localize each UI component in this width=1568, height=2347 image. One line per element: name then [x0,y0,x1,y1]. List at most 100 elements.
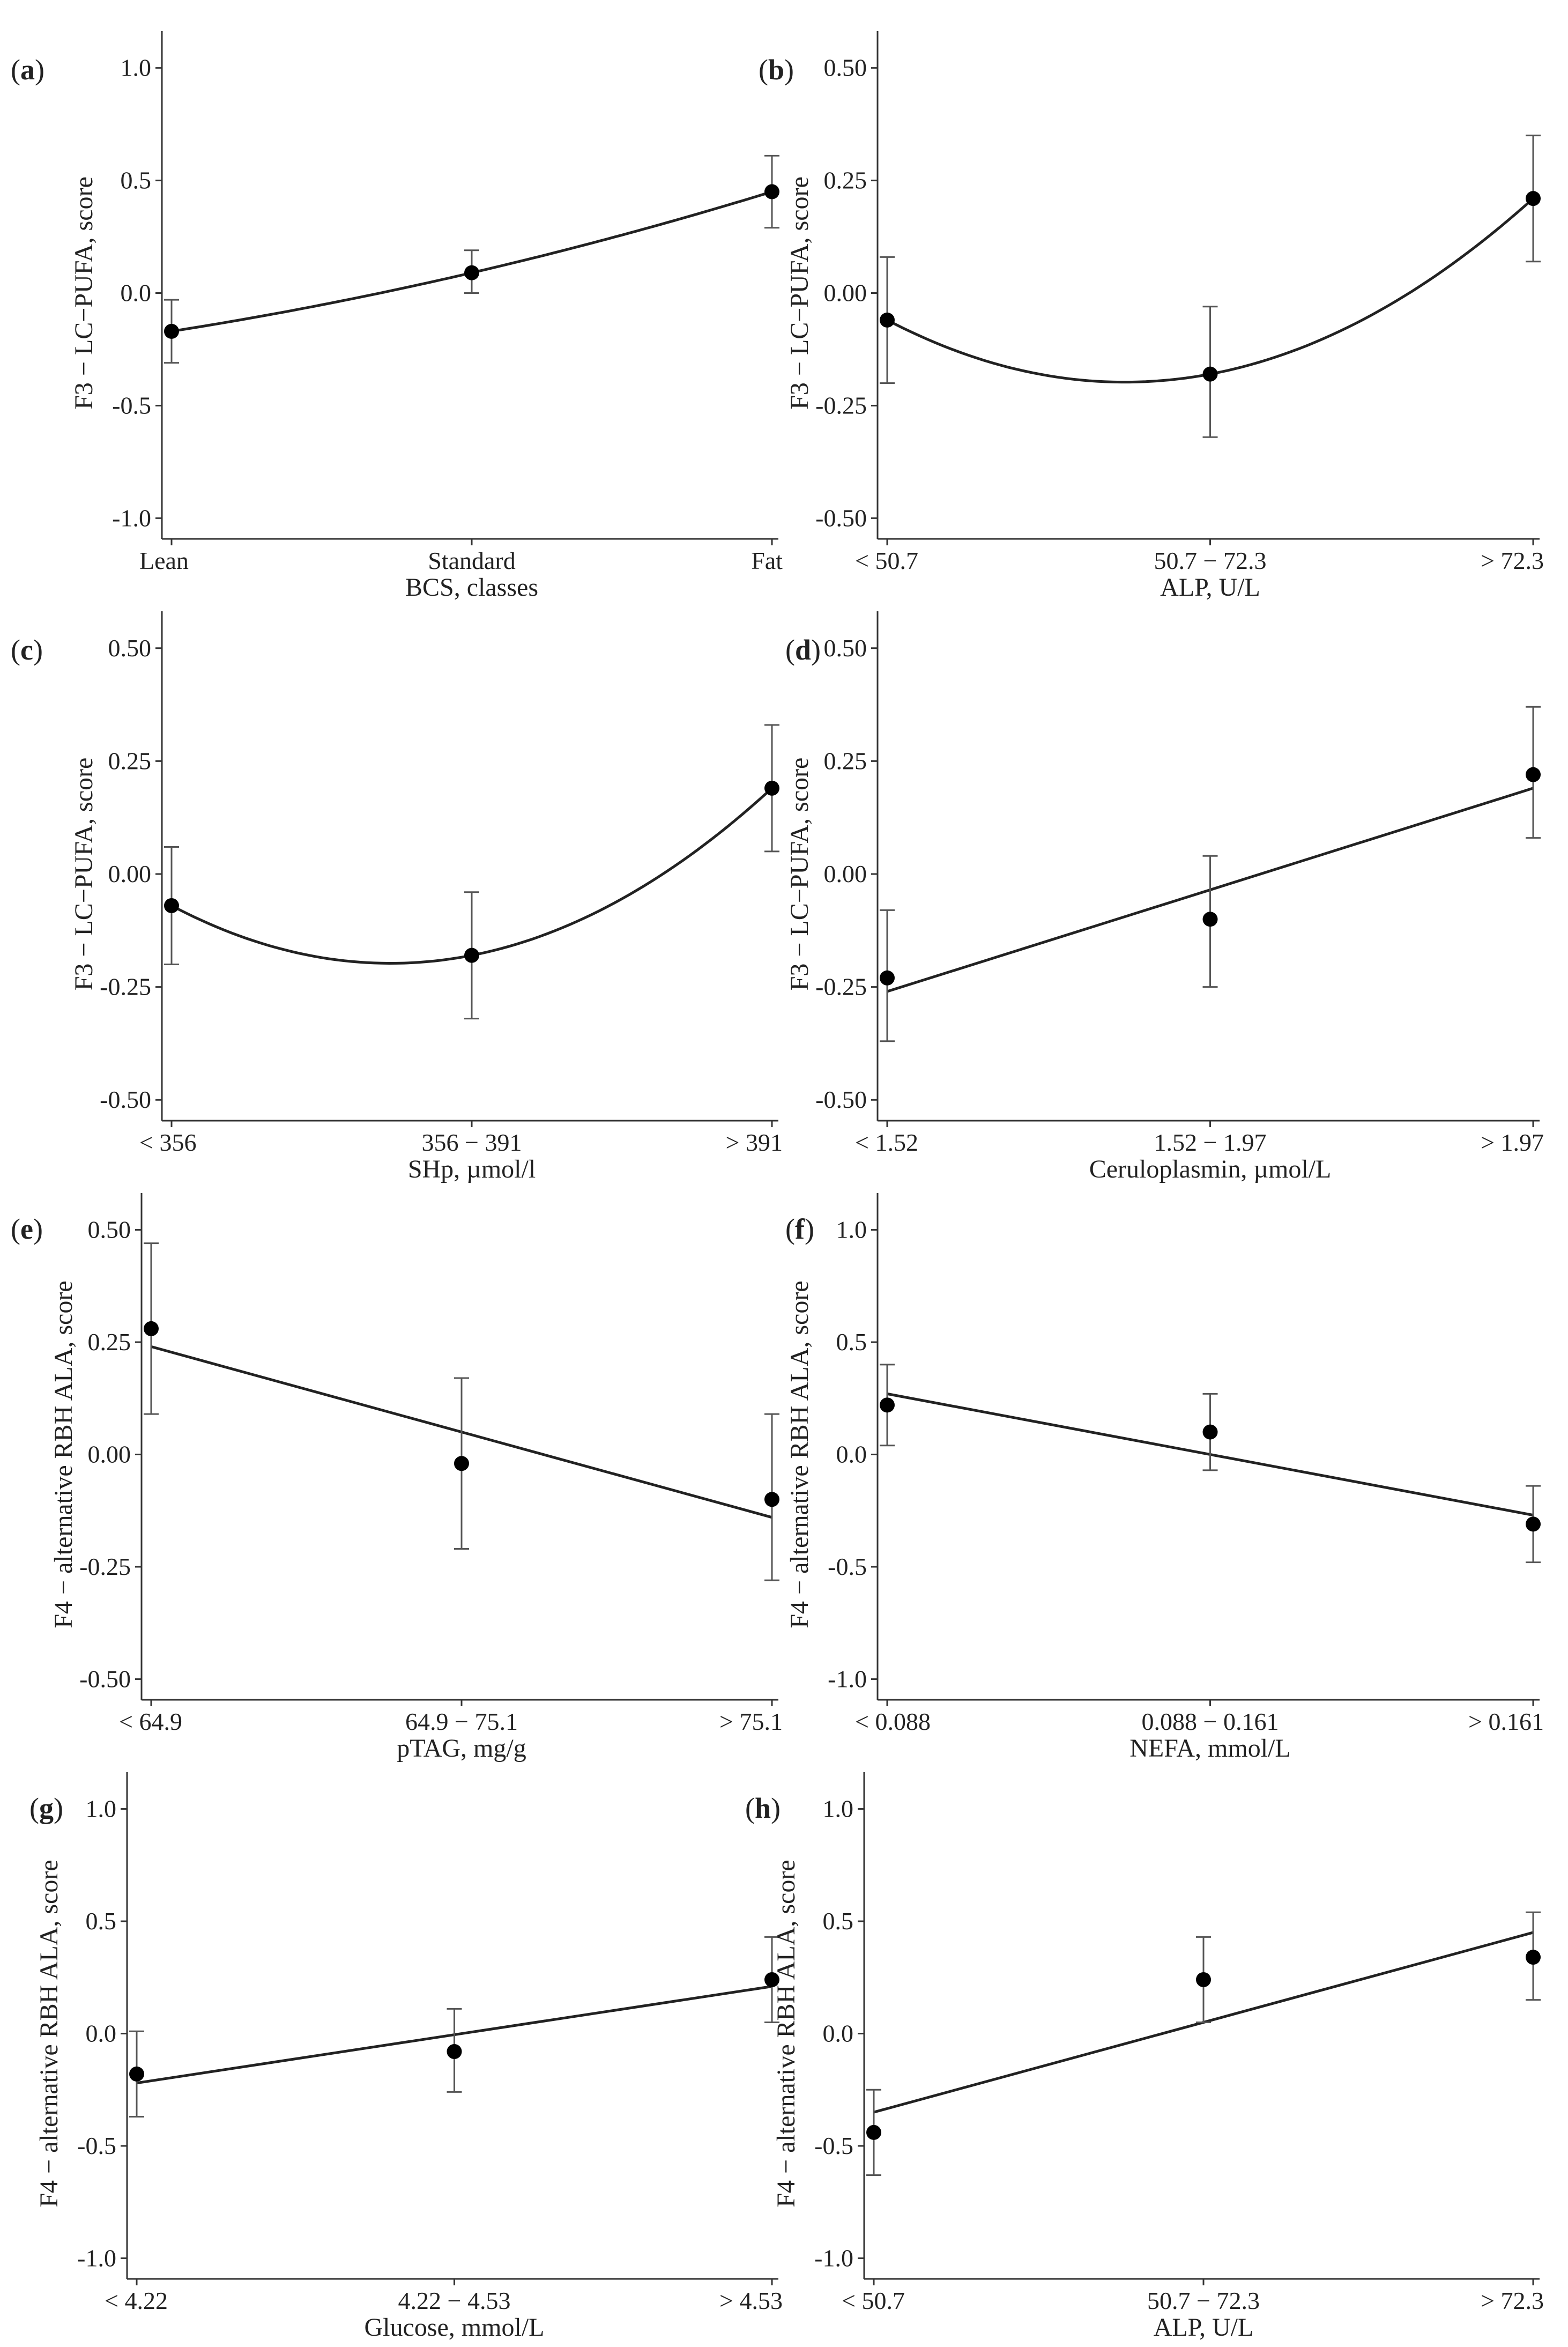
y-axis-title: F4 − alternative RBH ALA, score [49,1280,78,1628]
x-tick-label: > 391 [726,1129,783,1156]
y-tick-label: -1.0 [112,504,151,531]
y-tick-label: 0.0 [86,2020,117,2047]
x-tick-label: 50.7 − 72.3 [1154,547,1267,574]
y-tick-label: -0.5 [828,1553,867,1580]
x-axis-title: ALP, U/L [1160,573,1260,602]
data-point [764,1972,779,1987]
y-tick-label: 1.0 [836,1216,867,1243]
panel-letter-text: d [795,634,811,666]
y-tick-label: 0.25 [88,1328,131,1356]
panel-letter: (h) [745,1792,781,1824]
data-point [1526,191,1541,206]
data-point [1526,1516,1541,1532]
y-tick-label: -0.5 [814,2132,853,2159]
x-tick-label: 1.52 − 1.97 [1154,1129,1267,1156]
x-tick-label: > 72.3 [1481,2287,1544,2314]
y-tick-label: -1.0 [77,2244,116,2271]
y-tick-label: 0.50 [88,1216,131,1243]
panel-letter: (f) [785,1213,814,1245]
data-point [1202,912,1218,927]
y-tick-label: -0.5 [77,2132,116,2159]
y-tick-label: 0.50 [824,634,867,662]
y-tick-label: -0.25 [815,391,867,419]
y-tick-label: 0.50 [108,634,152,662]
x-axis-title: pTAG, mg/g [397,1734,526,1763]
x-tick-label: < 0.088 [855,1708,931,1735]
x-tick-label: > 4.53 [719,2287,783,2314]
data-point [1202,366,1218,382]
y-tick-label: 0.0 [836,1441,867,1468]
data-point [164,898,179,913]
y-tick-label: -0.5 [112,391,151,419]
y-tick-label: 0.00 [824,860,867,887]
panel-letter: (a) [11,54,44,86]
x-tick-label: > 1.97 [1481,1129,1544,1156]
data-point [144,1321,159,1336]
y-axis-title: F4 − alternative RBH ALA, score [35,1860,63,2207]
x-tick-label: Lean [139,547,189,574]
y-axis-title: F4 − alternative RBH ALA, score [772,1860,800,2207]
y-tick-label: 0.50 [824,54,867,82]
x-tick-label: < 50.7 [855,547,918,574]
y-tick-label: 0.5 [836,1328,867,1356]
data-point [1202,1424,1218,1440]
y-tick-label: 0.5 [86,1907,117,1935]
panel-letter-text: b [768,54,784,86]
data-point [447,2044,462,2060]
y-tick-label: -1.0 [828,1665,867,1692]
y-tick-label: -0.25 [79,1553,131,1580]
data-point [1196,1972,1211,1987]
data-point [764,780,779,796]
data-point [764,184,779,199]
panel-letter-text: f [795,1213,805,1245]
data-point [164,323,179,339]
x-tick-label: 50.7 − 72.3 [1147,2287,1260,2314]
x-axis-title: ALP, U/L [1154,2313,1254,2342]
x-tick-label: > 72.3 [1481,547,1544,574]
data-point [464,947,479,963]
x-tick-label: < 64.9 [119,1708,182,1735]
x-axis-title: Ceruloplasmin, µmol/L [1089,1155,1332,1183]
panel-letter-text: h [755,1792,771,1824]
panel-b: (b) 0.50 0.25 0.00 -0.25 -0.50 < 50.7 50.7 − 72… [759,31,1544,602]
y-tick-label: -0.50 [79,1665,131,1692]
y-tick-label: -0.50 [815,504,867,531]
y-tick-label: 1.0 [823,1795,854,1823]
x-axis-title: BCS, classes [405,573,538,602]
panel-d: (d) 0.50 0.25 0.00 -0.25 -0.50 < 1.52 1.52 − 1.… [785,611,1544,1183]
y-tick-label: 0.25 [824,167,867,194]
panel-g: (g) 1.0 0.5 0.0 -0.5 -1.0 < 4.22 4.22 − 4.53 > 4… [29,1772,783,2342]
y-axis-title: F3 − LC−PUFA, score [70,176,98,410]
x-axis-title: SHp, µmol/l [408,1155,536,1183]
y-tick-label: 1.0 [121,54,152,82]
data-point [764,1492,779,1507]
x-tick-label: < 4.22 [105,2287,168,2314]
data-point [880,970,895,986]
y-tick-label: 0.0 [823,2020,854,2047]
y-tick-label: 0.00 [824,279,867,307]
data-point [880,1397,895,1413]
y-tick-label: 0.25 [108,747,152,774]
data-point [464,265,479,280]
panel-letter-text: a [20,54,35,86]
panel-a: (a) 1.0 0.5 0.0 -0.5 -1.0 Lean Standard Fat BCS, … [11,31,783,602]
panel-f: (f) 1.0 0.5 0.0 -0.5 -1.0 < 0.088 0.088 − 0.161… [785,1193,1544,1763]
y-tick-label: 0.0 [121,279,152,307]
y-tick-label: 0.5 [121,167,152,194]
y-axis-title: F4 − alternative RBH ALA, score [785,1280,814,1628]
panel-letter: (g) [29,1792,63,1824]
y-tick-label: -0.50 [815,1086,867,1113]
data-point [454,1456,469,1471]
x-axis-title: Glucose, mmol/L [365,2313,545,2342]
x-tick-label: 0.088 − 0.161 [1142,1708,1279,1735]
x-tick-label: < 50.7 [842,2287,905,2314]
panel-letter: (e) [11,1213,43,1245]
x-tick-label: 356 − 391 [422,1129,522,1156]
data-point [866,2124,881,2140]
panel-letter: (b) [759,54,794,86]
y-tick-label: -0.50 [100,1086,151,1113]
y-tick-label: 0.25 [824,747,867,774]
panel-c: (c) 0.50 0.25 0.00 -0.25 -0.50 < 356 356 − 391 >… [11,611,783,1183]
data-point [1526,1950,1541,1965]
y-axis-title: F3 − LC−PUFA, score [70,758,98,991]
